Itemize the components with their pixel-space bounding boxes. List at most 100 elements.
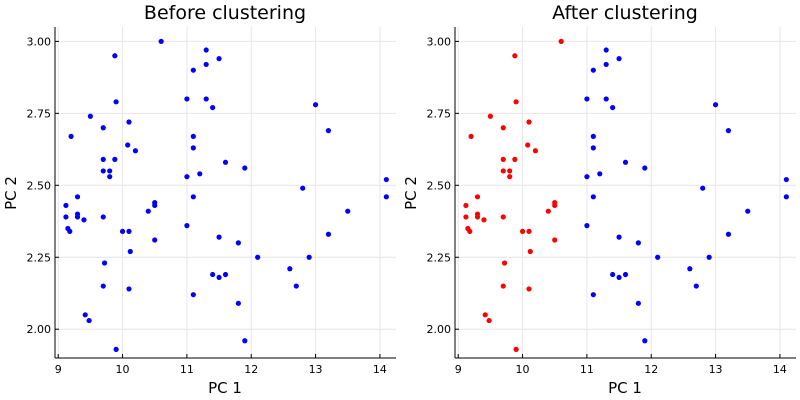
data-point [190,133,196,139]
data-point [113,346,119,352]
x-tick-label: 10 [116,363,130,376]
data-point [584,174,590,180]
data-point [597,171,603,177]
data-points [63,38,389,352]
data-point [113,99,119,105]
data-point [190,67,196,73]
data-point [463,202,469,209]
grid [55,27,396,358]
data-point [190,145,196,151]
data-point [590,145,596,151]
data-point [486,317,492,324]
data-point [513,346,519,352]
data-point [603,96,609,102]
data-point [184,174,190,180]
data-point [87,113,93,119]
x-tick-label: 9 [55,363,62,376]
x-tick-label: 10 [516,363,530,376]
data-point [500,168,506,174]
x-tick-label: 12 [244,363,258,376]
data-point [500,125,506,131]
y-tick-label: 2.50 [27,179,52,192]
y-axis-label: PC 2 [2,176,20,210]
data-point [482,312,488,318]
data-point [107,168,113,174]
data-point [687,266,693,272]
data-point [526,286,532,292]
data-point [642,338,648,344]
grid [455,27,796,358]
data-point [127,248,133,255]
data-point [507,168,513,174]
x-axis-label: PC 1 [608,379,642,397]
y-ticks: 2.00 2.25 2.50 2.75 3.00 [427,35,459,336]
data-point [513,99,519,105]
data-point [552,202,558,209]
data-point [345,208,351,214]
data-point [112,53,118,59]
data-point [525,142,531,148]
data-point [210,104,216,111]
data-point [203,96,209,102]
x-tick-label: 12 [644,363,658,376]
data-point [512,53,518,59]
data-point [242,165,248,171]
y-tick-label: 2.75 [27,107,52,120]
data-point [500,156,506,162]
data-point [82,312,88,318]
data-point [526,228,532,234]
data-point [203,47,209,53]
data-point [526,119,532,125]
data-point [463,214,469,220]
data-point [67,228,73,234]
data-point [203,61,209,68]
x-axis-label: PC 1 [208,379,242,397]
data-point [100,168,106,174]
y-tick-label: 2.25 [27,251,52,264]
data-point [152,237,158,243]
data-point [584,96,590,102]
data-point [325,231,332,237]
data-point [519,228,526,234]
data-point [63,214,69,220]
data-point [590,194,596,200]
data-point [190,194,196,200]
data-point [501,260,508,266]
data-point [100,283,106,289]
x-tick-label: 11 [180,363,194,376]
x-tick-label: 13 [309,363,323,376]
data-point [622,271,629,278]
x-tick-label: 14 [373,363,387,376]
data-point [500,214,506,220]
data-point [383,176,389,183]
data-point [222,271,229,278]
data-point [235,300,241,306]
data-point [610,271,616,278]
y-tick-label: 2.25 [427,251,452,264]
data-point [467,228,473,234]
y-tick-label: 3.00 [427,35,452,48]
data-point [125,142,131,148]
data-point [216,234,222,240]
y-tick-label: 2.00 [427,323,452,336]
x-ticks: 9 10 11 12 13 14 [455,354,787,376]
data-point [158,38,164,44]
data-point [210,271,216,278]
data-point [74,194,81,200]
data-point [725,128,732,134]
data-point [655,254,661,260]
data-point [100,156,106,162]
data-point [642,165,648,171]
data-point [700,185,706,191]
data-point [145,208,151,214]
data-point [306,254,312,260]
x-tick-label: 11 [580,363,594,376]
data-point [693,283,699,289]
data-point [584,223,590,229]
data-point [783,176,789,183]
data-point [100,214,106,220]
data-point [216,274,222,281]
data-point [783,194,789,200]
y-tick-label: 2.00 [27,323,52,336]
data-point [616,234,622,240]
